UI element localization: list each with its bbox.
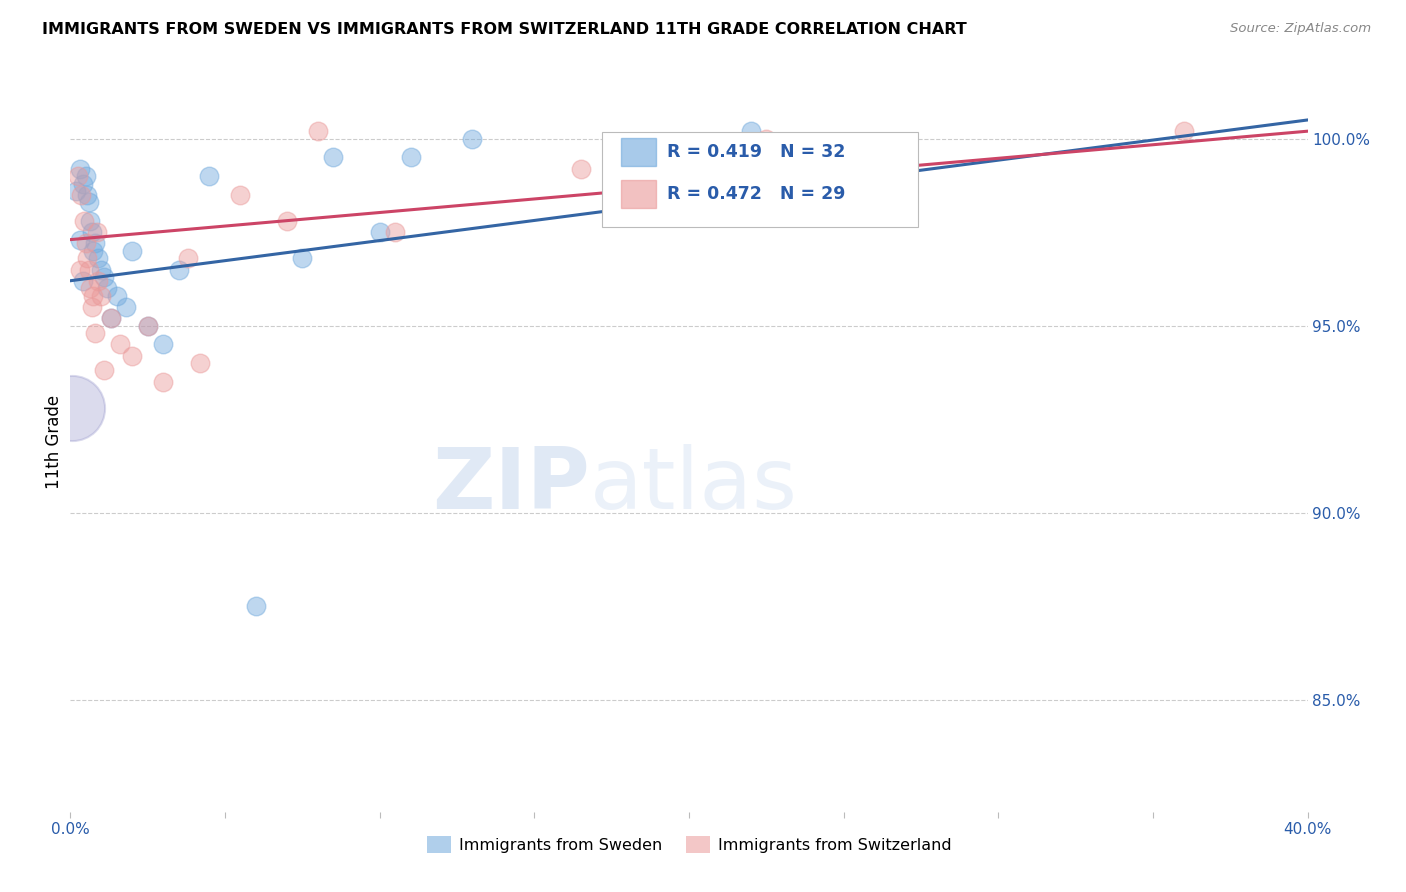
Point bbox=[72, 177, 94, 191]
Point bbox=[740, 124, 762, 138]
Text: ZIP: ZIP bbox=[432, 444, 591, 527]
Legend: Immigrants from Sweden, Immigrants from Switzerland: Immigrants from Sweden, Immigrants from … bbox=[420, 830, 957, 859]
Point bbox=[77, 262, 100, 277]
Point bbox=[399, 150, 422, 164]
Point bbox=[69, 161, 91, 176]
Point bbox=[73, 214, 96, 228]
Bar bbox=[621, 138, 655, 166]
Text: R = 0.419   N = 32: R = 0.419 N = 32 bbox=[666, 143, 845, 161]
FancyBboxPatch shape bbox=[602, 132, 918, 227]
Point bbox=[105, 289, 128, 303]
Point bbox=[93, 363, 115, 377]
Point bbox=[1173, 124, 1195, 138]
Point bbox=[69, 233, 91, 247]
Point bbox=[121, 349, 143, 363]
Point bbox=[82, 244, 105, 258]
Point bbox=[87, 252, 110, 266]
Point bbox=[90, 289, 112, 303]
Point bbox=[188, 356, 211, 370]
Point bbox=[307, 124, 329, 138]
Text: R = 0.472   N = 29: R = 0.472 N = 29 bbox=[666, 186, 845, 203]
Point bbox=[461, 131, 484, 145]
Point bbox=[80, 300, 103, 314]
Point bbox=[368, 225, 391, 239]
Point bbox=[76, 187, 98, 202]
Point bbox=[108, 337, 131, 351]
Point bbox=[136, 318, 159, 333]
Point bbox=[152, 375, 174, 389]
Point bbox=[77, 195, 100, 210]
Y-axis label: 11th Grade: 11th Grade bbox=[45, 394, 63, 489]
Point bbox=[291, 252, 314, 266]
Text: atlas: atlas bbox=[591, 444, 799, 527]
Point bbox=[70, 187, 93, 202]
Point bbox=[322, 150, 344, 164]
Point bbox=[72, 274, 94, 288]
Point bbox=[67, 169, 90, 183]
Point bbox=[79, 281, 101, 295]
Point bbox=[136, 318, 159, 333]
Point bbox=[80, 225, 103, 239]
Point bbox=[65, 184, 87, 198]
Point bbox=[100, 311, 122, 326]
Point bbox=[75, 169, 97, 183]
Point bbox=[90, 262, 112, 277]
Point bbox=[121, 244, 143, 258]
Text: Source: ZipAtlas.com: Source: ZipAtlas.com bbox=[1230, 22, 1371, 36]
Point bbox=[245, 599, 267, 613]
Point bbox=[69, 262, 91, 277]
Point bbox=[87, 274, 110, 288]
Point bbox=[79, 214, 101, 228]
Point bbox=[82, 289, 105, 303]
Point bbox=[569, 161, 592, 176]
Point bbox=[276, 214, 298, 228]
Bar bbox=[621, 180, 655, 209]
Point bbox=[93, 270, 115, 285]
Point bbox=[60, 401, 83, 415]
Point bbox=[384, 225, 406, 239]
Point bbox=[616, 139, 638, 153]
Point bbox=[100, 311, 122, 326]
Point bbox=[177, 252, 200, 266]
Point bbox=[86, 225, 108, 239]
Point bbox=[75, 236, 97, 251]
Point bbox=[755, 131, 778, 145]
Point bbox=[152, 337, 174, 351]
Point bbox=[76, 252, 98, 266]
Text: IMMIGRANTS FROM SWEDEN VS IMMIGRANTS FROM SWITZERLAND 11TH GRADE CORRELATION CHA: IMMIGRANTS FROM SWEDEN VS IMMIGRANTS FRO… bbox=[42, 22, 967, 37]
Point bbox=[198, 169, 221, 183]
Point bbox=[115, 300, 138, 314]
Point bbox=[229, 187, 252, 202]
Point bbox=[96, 281, 118, 295]
Point bbox=[167, 262, 190, 277]
Point bbox=[84, 326, 107, 340]
Point bbox=[84, 236, 107, 251]
